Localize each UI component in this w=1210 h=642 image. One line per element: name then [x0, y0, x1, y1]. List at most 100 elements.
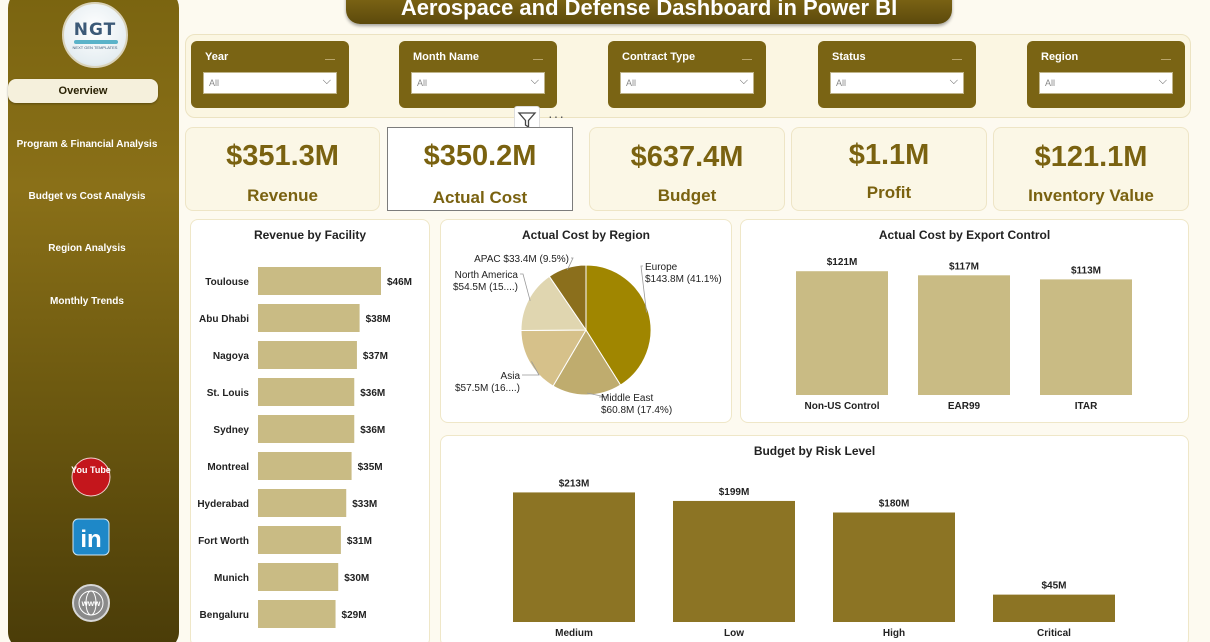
bar-value-label: $117M — [949, 261, 979, 272]
kpi-label: Revenue — [247, 186, 318, 205]
bar-ear99 — [918, 275, 1010, 395]
facility-label: Nagoya — [213, 351, 250, 362]
bar-itar — [1040, 279, 1132, 395]
facility-label: Montreal — [207, 462, 249, 473]
pie-data-label: Europe — [645, 262, 678, 273]
bar-category-label: Non-US Control — [805, 401, 880, 412]
facility-bar — [258, 526, 341, 554]
kpi-value: $637.4M — [630, 141, 744, 173]
pie-data-label: Asia — [501, 371, 521, 382]
facility-value-label: $38M — [366, 314, 391, 325]
kpi-value: $1.1M — [848, 139, 930, 171]
sidebar-item-overview[interactable]: Overview — [8, 79, 158, 103]
logo-subtext: NEXT GEN TEMPLATES — [72, 45, 118, 50]
facility-value-label: $35M — [358, 462, 383, 473]
youtube-text: You Tube — [71, 465, 111, 475]
pie-data-label: APAC $33.4M (9.5%) — [474, 254, 569, 265]
year-dropdown[interactable]: All ⌵ — [203, 72, 337, 94]
slicer-clear-icon[interactable] — [1161, 54, 1171, 60]
bar-category-label: ITAR — [1075, 401, 1098, 412]
pie-leader-line — [567, 257, 574, 270]
chevron-down-icon: ⌵ — [530, 75, 539, 87]
bar-low — [673, 500, 795, 622]
actual-cost-by-export-control-card: Actual Cost by Export Control $121M Non-U… — [740, 219, 1189, 423]
month-name-dropdown[interactable]: All ⌵ — [411, 72, 545, 94]
pie-slice-middle-east — [552, 329, 622, 396]
slicer-label: Region — [1041, 51, 1079, 63]
kpi-label: Budget — [657, 186, 717, 205]
slicer-value: All — [836, 78, 847, 88]
logo-swoosh — [74, 40, 118, 44]
slicer-clear-icon[interactable] — [742, 54, 752, 60]
slicer-value: All — [626, 78, 637, 88]
kpi-actual-cost[interactable]: $350.2M Actual Cost — [387, 127, 573, 211]
facility-value-label: $30M — [344, 573, 369, 584]
sidebar-item-budget-vs-cost-analysis[interactable]: Budget vs Cost Analysis — [28, 191, 146, 202]
chart-title: Actual Cost by Export Control — [878, 228, 1051, 242]
pie-data-label: Middle East — [601, 393, 653, 404]
youtube-icon[interactable]: You Tube — [71, 457, 111, 497]
kpi-label: Profit — [866, 183, 912, 202]
status-dropdown[interactable]: All ⌵ — [830, 72, 964, 94]
kpi-inventory-value[interactable]: $121.1M Inventory Value — [993, 127, 1189, 211]
kpi-value: $351.3M — [226, 140, 339, 172]
bar-category-label: EAR99 — [948, 401, 981, 412]
sidebar-item-program-financial-analysis[interactable]: Program & Financial Analysis — [16, 139, 158, 150]
revenue-by-facility-chart: Toulouse $46M Abu Dhabi $38M Nagoya $37M St. L… — [197, 267, 412, 628]
slicer-contract-type: Contract Type All ⌵ — [608, 41, 766, 108]
bar-category-label: Critical — [1037, 628, 1071, 639]
facility-bar — [258, 489, 347, 517]
bar-non-us-control — [796, 271, 888, 395]
kpi-value: $350.2M — [423, 140, 537, 172]
bar-value-label: $113M — [1071, 265, 1101, 276]
more-options-icon[interactable]: ··· — [548, 108, 565, 124]
pie-data-label: North America — [455, 270, 519, 281]
chart-title: Actual Cost by Region — [521, 228, 650, 242]
facility-label: Toulouse — [205, 277, 249, 288]
linkedin-icon[interactable]: in — [71, 517, 111, 557]
bar-value-label: $213M — [559, 478, 590, 489]
kpi-budget[interactable]: $637.4M Budget — [589, 127, 785, 211]
facility-bar — [258, 563, 339, 591]
bar-category-label: Medium — [555, 628, 593, 639]
bar-value-label: $180M — [879, 499, 910, 510]
kpi-revenue[interactable]: $351.3M Revenue — [185, 127, 380, 211]
slicer-clear-icon[interactable] — [952, 54, 962, 60]
bar-critical — [993, 594, 1115, 622]
facility-label: Abu Dhabi — [199, 314, 249, 325]
facility-label: Munich — [214, 573, 249, 584]
web-icon[interactable]: www — [71, 583, 111, 623]
linkedin-text: in — [80, 526, 101, 553]
contract-type-dropdown[interactable]: All ⌵ — [620, 72, 754, 94]
facility-label: Bengaluru — [200, 610, 249, 621]
facility-bar — [258, 415, 355, 443]
sidebar-item-monthly-trends[interactable]: Monthly Trends — [50, 296, 124, 307]
budget-by-risk-level-chart: $213M Medium $199M Low $180M High $45M Critical — [513, 478, 1115, 639]
facility-value-label: $36M — [360, 425, 385, 436]
region-dropdown[interactable]: All ⌵ — [1039, 72, 1173, 94]
kpi-value: $121.1M — [1034, 141, 1148, 173]
facility-value-label: $36M — [360, 388, 385, 399]
slicer-value: All — [417, 78, 428, 88]
chevron-down-icon: ⌵ — [949, 75, 958, 87]
slicer-year: Year All ⌵ — [191, 41, 349, 108]
logo: NGT NEXT GEN TEMPLATES — [62, 2, 128, 68]
slicer-status: Status All ⌵ — [818, 41, 976, 108]
bar-high — [833, 512, 955, 622]
budget-by-risk-level-card: Budget by Risk Level $213M Medium $199M Low… — [440, 435, 1189, 642]
chevron-down-icon: ⌵ — [1158, 75, 1167, 87]
bar-category-label: High — [883, 628, 905, 639]
pie-leader-line — [520, 273, 531, 301]
pie-data-label: $143.8M (41.1%) — [645, 274, 722, 285]
kpi-label: Inventory Value — [1028, 186, 1154, 205]
chart-title: Budget by Risk Level — [753, 444, 876, 458]
slicer-clear-icon[interactable] — [533, 54, 543, 60]
slicer-label: Status — [832, 51, 866, 63]
kpi-profit[interactable]: $1.1M Profit — [791, 127, 987, 211]
slicer-region: Region All ⌵ — [1027, 41, 1185, 108]
bar-value-label: $199M — [719, 487, 750, 498]
facility-bar — [258, 304, 360, 332]
slicer-clear-icon[interactable] — [325, 54, 335, 60]
sidebar-item-region-analysis[interactable]: Region Analysis — [48, 243, 126, 254]
chart-title: Revenue by Facility — [253, 228, 367, 242]
